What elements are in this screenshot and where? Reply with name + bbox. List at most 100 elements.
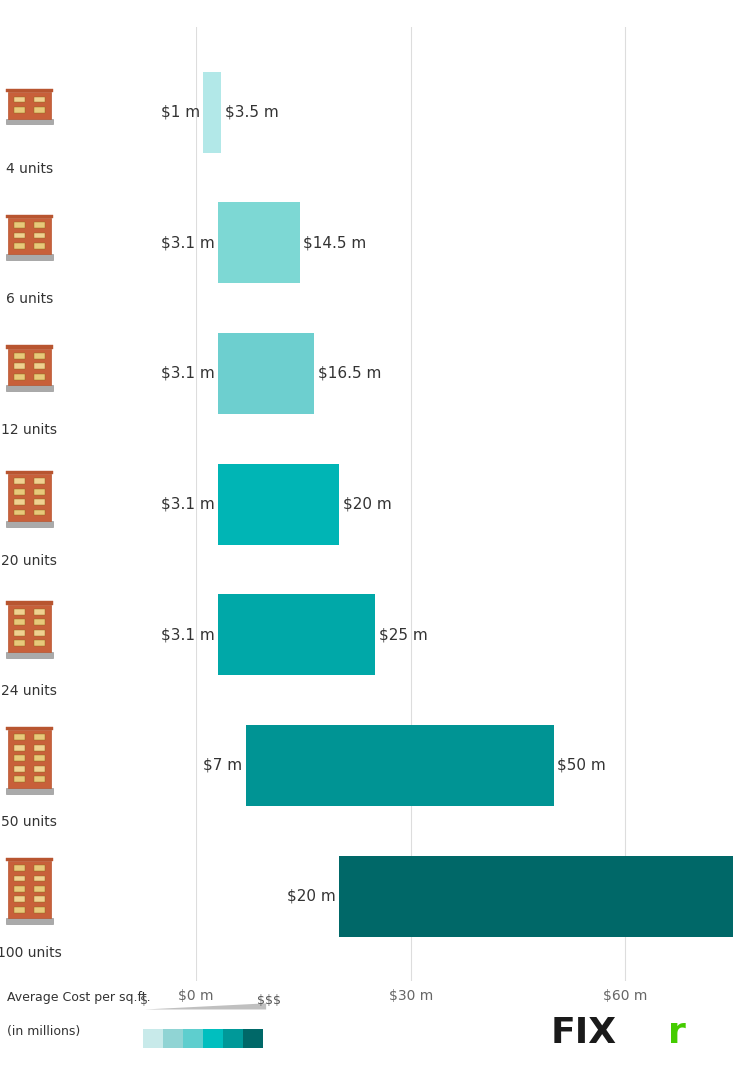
Bar [6,346,53,349]
Text: 24 units: 24 units [1,684,58,698]
Text: $25 m: $25 m [379,628,427,642]
Bar [14,353,24,359]
Text: $14.5 m: $14.5 m [303,235,366,250]
Bar [163,1030,183,1048]
Bar [14,609,24,615]
Bar [34,765,45,772]
Bar [218,464,339,544]
Bar [6,521,53,527]
Bar [34,353,45,359]
Bar [8,731,51,788]
Text: 100 units: 100 units [0,945,62,959]
Bar [14,374,24,379]
Text: $: $ [141,994,148,1007]
Bar [143,1030,163,1048]
Text: $$$: $$$ [257,994,280,1007]
Bar [34,509,45,515]
Text: r: r [668,1016,686,1049]
Bar [6,918,53,925]
Bar [34,478,45,485]
Bar [6,89,53,92]
Bar [6,255,53,260]
Bar [34,630,45,635]
Bar [218,333,314,414]
Bar [204,72,221,153]
Text: $3.1 m: $3.1 m [161,628,215,642]
Text: $3.1 m: $3.1 m [161,496,215,512]
Text: $50 m: $50 m [557,758,606,773]
Text: $3.5 m: $3.5 m [225,104,278,119]
Bar [246,725,554,805]
Bar [6,788,53,793]
Bar [8,92,51,118]
Bar [34,619,45,625]
Text: $1 m: $1 m [161,104,200,119]
Bar [6,857,53,861]
Bar [14,896,24,902]
Text: $20 m: $20 m [287,889,336,904]
Bar [14,641,24,646]
Text: 20 units: 20 units [1,554,58,568]
Bar [14,745,24,750]
Bar [14,478,24,485]
Bar [339,855,740,937]
Bar [183,1030,203,1048]
Text: 6 units: 6 units [6,293,53,307]
Text: (in millions): (in millions) [7,1024,81,1037]
Bar [34,489,45,494]
Bar [34,907,45,913]
Bar [243,1030,263,1048]
Bar [8,218,51,255]
Bar [34,745,45,750]
Text: $3.1 m: $3.1 m [161,366,215,380]
Bar [6,602,53,605]
Bar [6,215,53,218]
Text: 50 units: 50 units [1,815,58,829]
Bar [34,865,45,870]
Bar [14,735,24,740]
Bar [14,756,24,761]
Text: $7 m: $7 m [204,758,243,773]
Bar [14,222,24,228]
Bar [34,363,45,369]
Text: FIX: FIX [551,1016,616,1049]
Bar [6,651,53,658]
Text: Average Cost per sq.ft.: Average Cost per sq.ft. [7,991,151,1004]
Bar [14,363,24,369]
Text: $3.1 m: $3.1 m [161,235,215,250]
Bar [6,118,53,125]
Bar [14,96,24,103]
Bar [34,896,45,902]
Bar [14,776,24,782]
Text: $16.5 m: $16.5 m [317,366,381,380]
Bar [14,243,24,249]
Bar [6,385,53,391]
Bar [14,907,24,913]
Bar [14,489,24,494]
Bar [34,609,45,615]
Bar [34,96,45,103]
Bar [218,594,375,675]
Bar [34,500,45,505]
Text: 12 units: 12 units [1,423,58,437]
Bar [14,233,24,238]
Bar [34,222,45,228]
Bar [14,876,24,881]
Bar [8,349,51,385]
Bar [14,619,24,625]
Bar [14,107,24,113]
Bar [34,233,45,238]
Bar [14,865,24,870]
Bar [34,756,45,761]
Bar [14,630,24,635]
Bar [34,107,45,113]
Bar [6,470,53,474]
Bar [34,243,45,249]
Bar [34,374,45,379]
Text: 4 units: 4 units [6,162,53,176]
Text: $20 m: $20 m [343,496,391,512]
Bar [8,861,51,918]
Bar [218,203,300,283]
Polygon shape [145,1004,266,1009]
Bar [34,886,45,892]
